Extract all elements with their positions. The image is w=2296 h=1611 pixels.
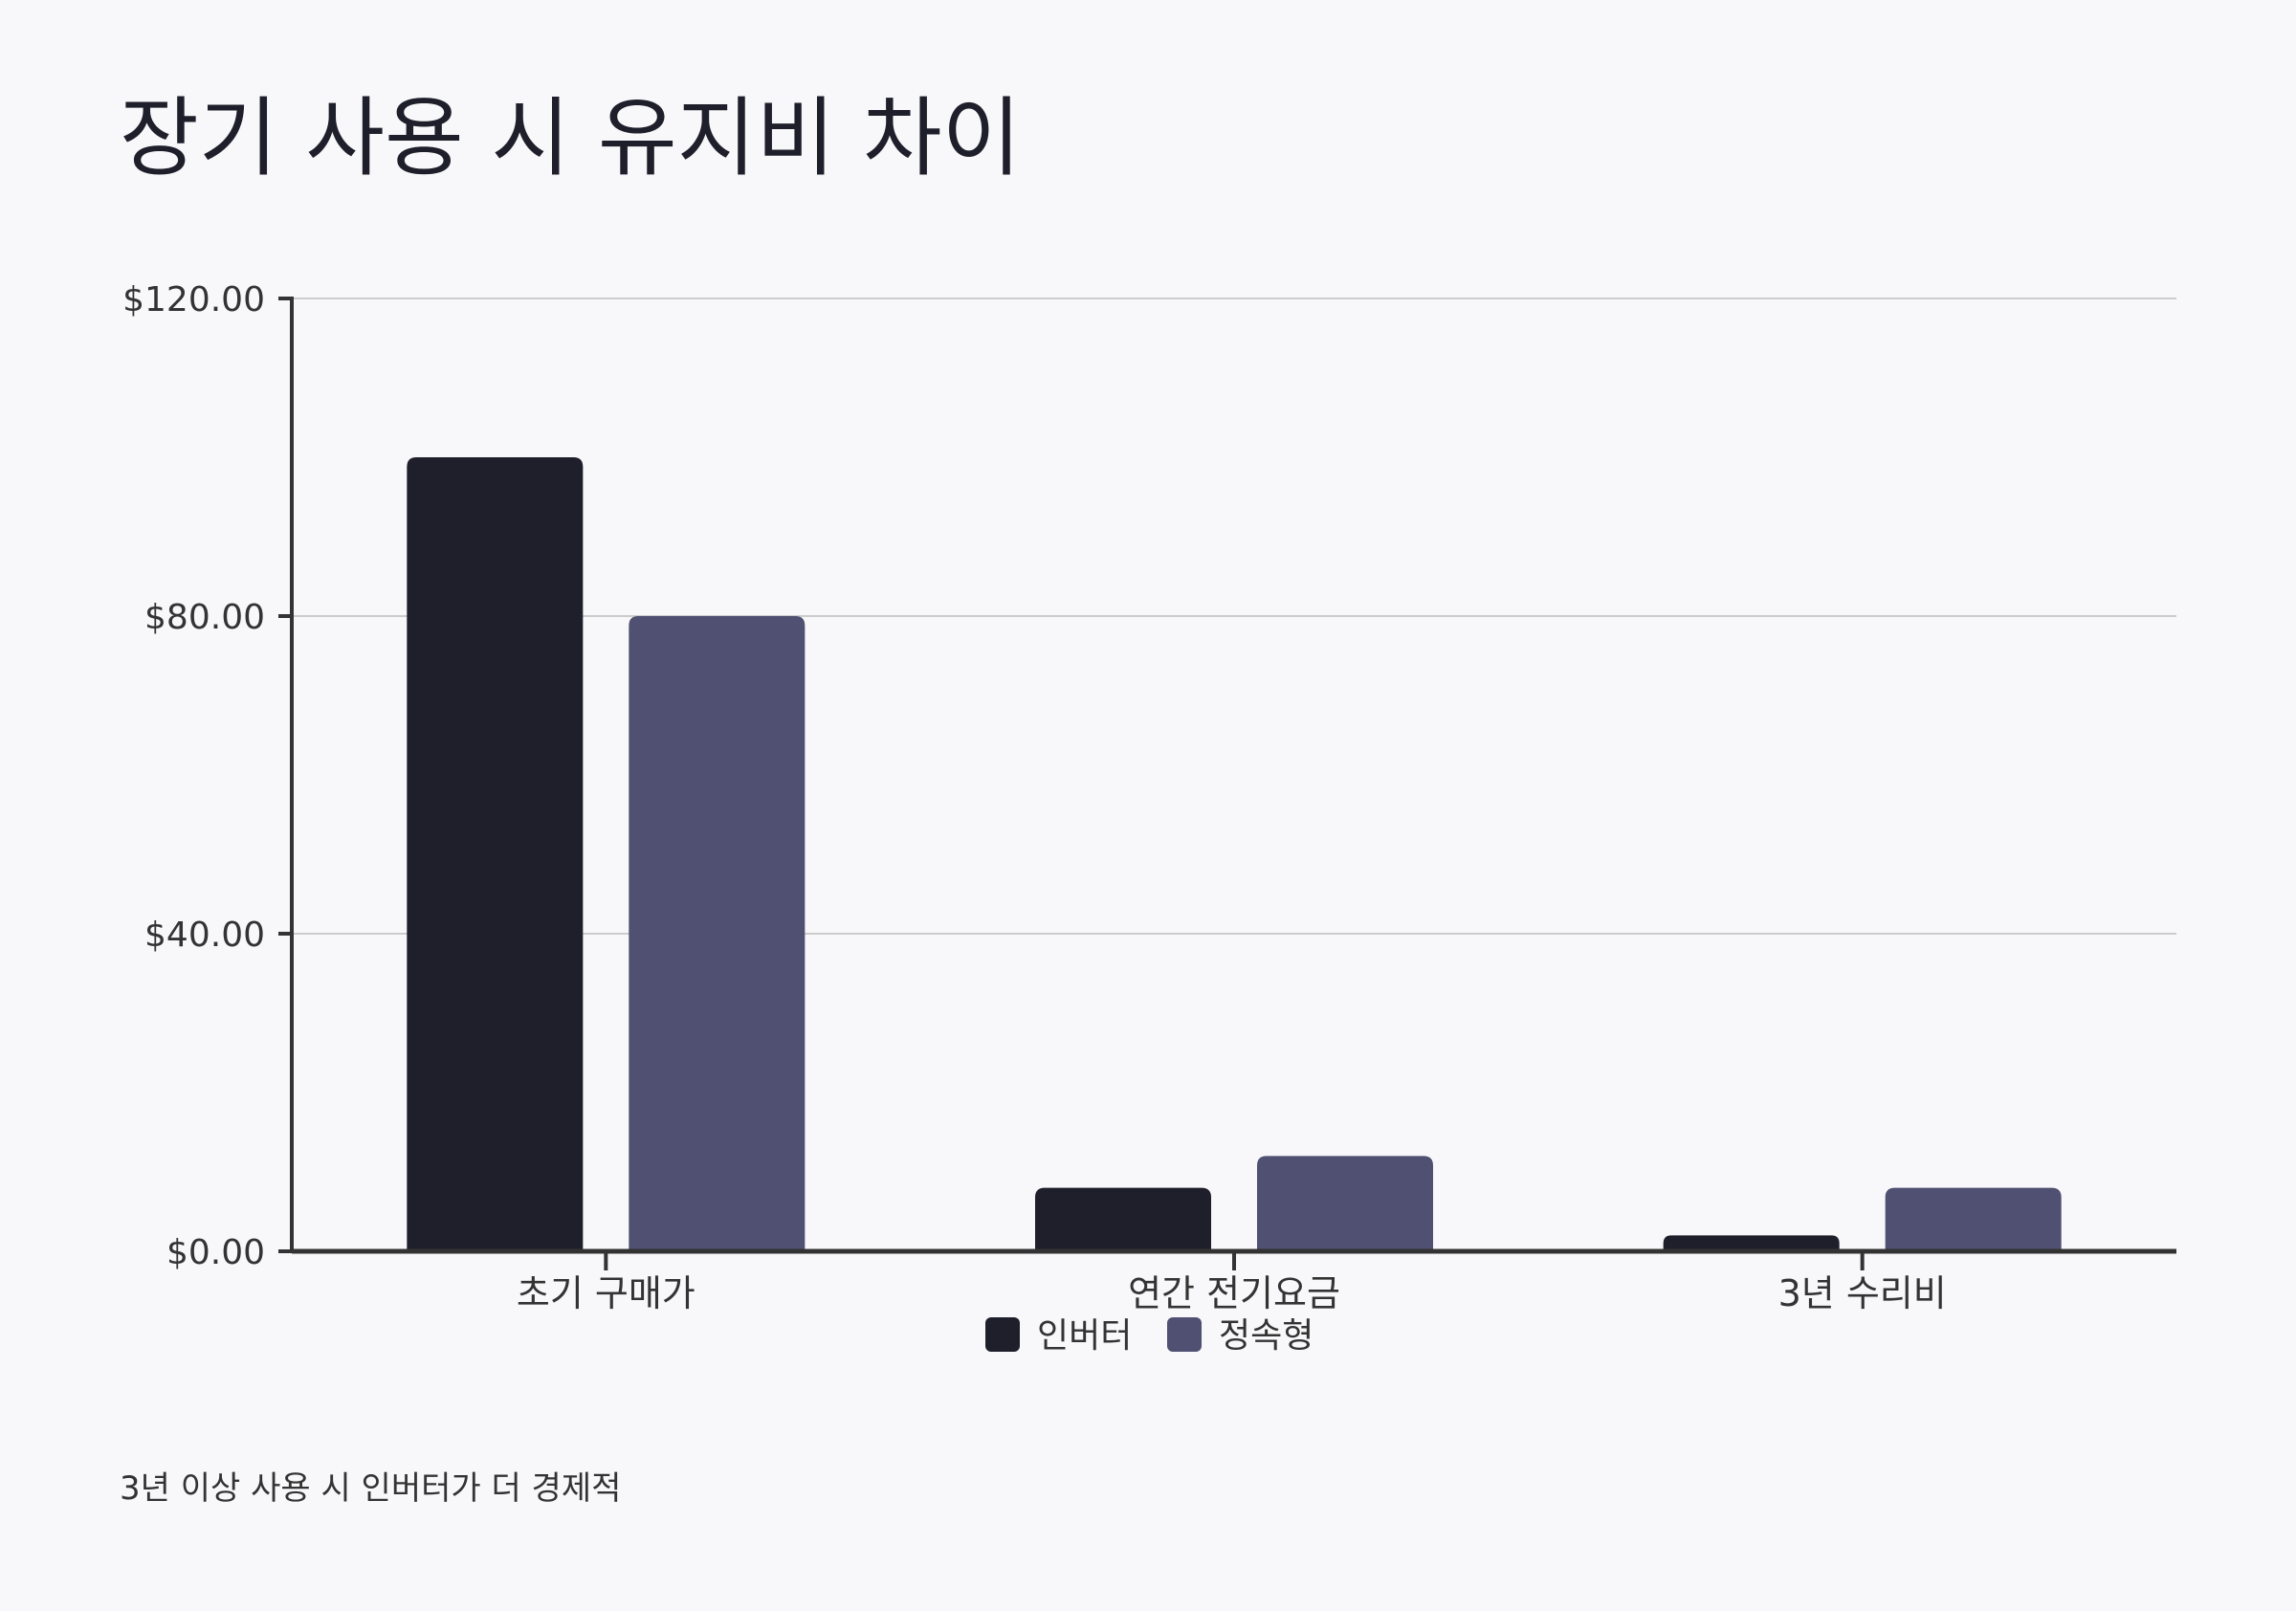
gridlines [292,298,2176,935]
y-tick-label: $40.00 [144,916,265,955]
chart-title: 장기 사용 시 유지비 차이 [120,88,1022,188]
bar-constant-1 [1257,1156,1433,1251]
axes [278,297,2176,1270]
y-tick-label: $0.00 [166,1233,265,1272]
category-label: 연간 전기요금 [1128,1272,1340,1314]
category-label: 3년 수리비 [1778,1272,1947,1314]
bar-inverter-1 [1035,1187,1211,1251]
category-labels: 초기 구매가 연간 전기요금 3년 수리비 [517,1272,1947,1314]
y-tick-label: $80.00 [144,598,265,637]
bar-constant-2 [1885,1187,2062,1251]
legend-swatch-constant [1167,1317,1202,1352]
bar-constant-0 [629,616,806,1251]
y-tick-labels: $0.00 $40.00 $80.00 $120.00 [122,280,265,1272]
footnote: 3년 이상 사용 시 인버터가 더 경제적 [120,1469,622,1508]
bars [407,457,2062,1251]
legend-swatch-inverter [985,1317,1020,1352]
legend-label: 인버터 [1037,1316,1132,1356]
y-tick-label: $120.00 [122,280,265,320]
legend-label: 정속형 [1219,1316,1314,1356]
category-label: 초기 구매가 [517,1272,695,1314]
legend: 인버터 정속형 [985,1316,1314,1356]
bar-inverter-0 [407,457,584,1251]
bar-inverter-2 [1663,1235,1840,1251]
